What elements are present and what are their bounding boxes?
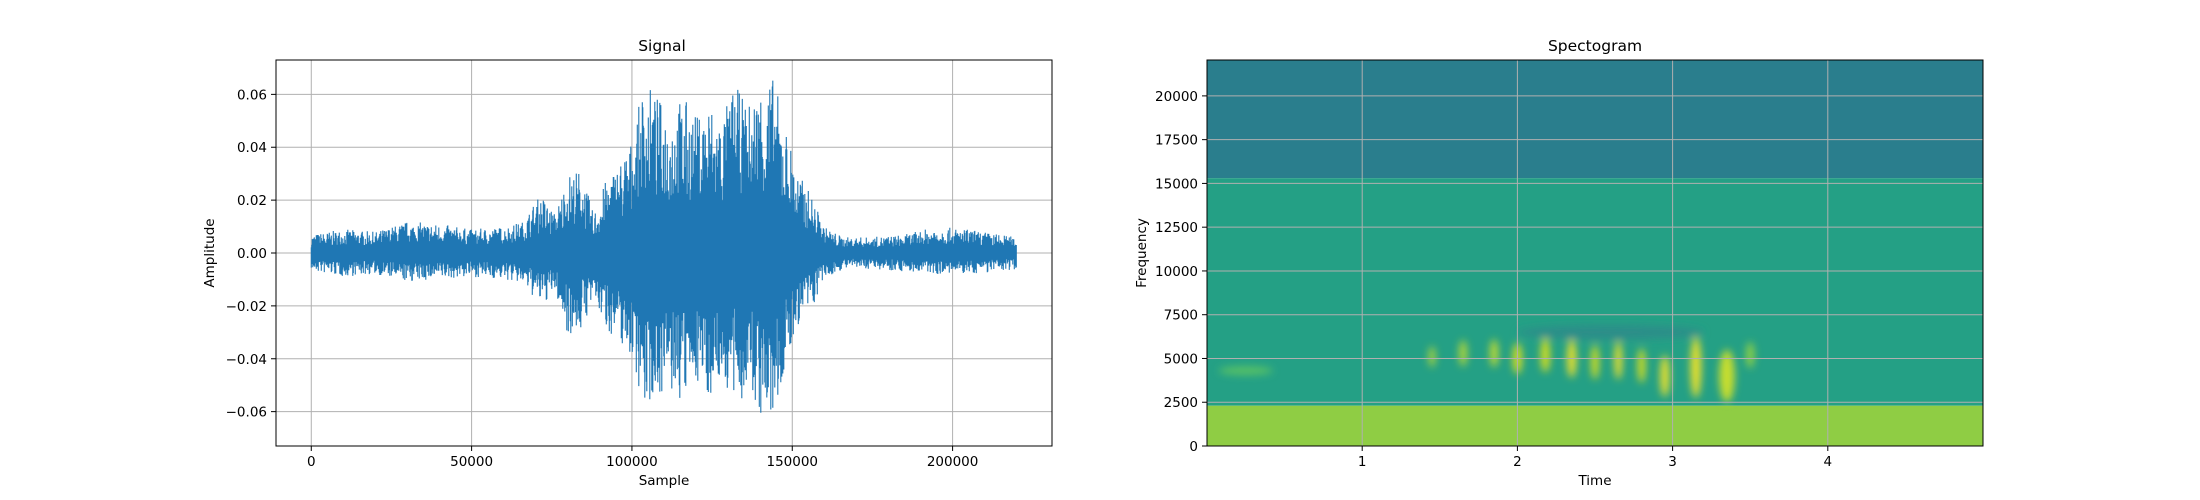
signal-title: Signal <box>638 37 686 55</box>
spectrogram-grid <box>1207 60 1983 446</box>
spectrogram-x-tick-label: 1 <box>1358 454 1367 470</box>
signal-x-tick-label: 200000 <box>927 454 979 470</box>
spectrogram-x-tick-label: 3 <box>1668 454 1677 470</box>
spectrogram-feature <box>1490 339 1498 368</box>
signal-y-ticks: −0.06 −0.04 −0.02 0.00 0.02 0.04 0.06 <box>226 87 276 421</box>
spectrogram-feature <box>1637 347 1646 383</box>
signal-y-tick-label: −0.02 <box>226 299 267 315</box>
spectrogram-y-tick-label: 20000 <box>1155 89 1198 105</box>
signal-y-tick-label: −0.04 <box>226 352 267 368</box>
spectrogram-feature <box>1591 344 1599 380</box>
signal-y-tick-label: −0.06 <box>226 405 267 421</box>
signal-plot-area <box>310 80 1017 413</box>
spectrogram-x-ticks: 1 2 3 4 <box>1358 446 1832 470</box>
spectrogram-feature <box>1459 340 1467 367</box>
spectrogram-y-tick-label: 10000 <box>1155 264 1198 280</box>
spectrogram-x-label: Time <box>1577 473 1611 489</box>
spectrogram-y-tick-label: 2500 <box>1164 395 1198 411</box>
spectrogram-feature <box>1614 340 1623 380</box>
spectrogram-feature <box>1746 341 1755 369</box>
spectrogram-x-tick-label: 4 <box>1824 454 1833 470</box>
signal-x-tick-label: 0 <box>307 454 316 470</box>
spectrogram-feature <box>1540 337 1550 373</box>
spectrogram-y-tick-label: 0 <box>1189 439 1198 455</box>
spectrogram-x-tick-label: 2 <box>1513 454 1522 470</box>
spectrogram-feature <box>1690 336 1702 398</box>
spectrogram-feature <box>1719 349 1735 403</box>
spectrogram-title: Spectogram <box>1548 37 1642 55</box>
spectrogram-bands <box>1207 60 1983 446</box>
signal-x-tick-label: 50000 <box>450 454 493 470</box>
signal-x-tick-label: 100000 <box>606 454 658 470</box>
signal-y-tick-label: 0.02 <box>237 193 267 209</box>
signal-y-label: Amplitude <box>202 218 218 287</box>
spectrogram-band <box>1207 60 1983 179</box>
signal-y-tick-label: 0.00 <box>237 246 267 262</box>
spectrogram-y-ticks: 0 2500 5000 7500 10000 12500 15000 17500 20000 <box>1155 89 1207 455</box>
signal-x-ticks: 0 50000 100000 150000 200000 <box>307 446 978 470</box>
spectrogram-y-tick-label: 15000 <box>1155 176 1198 192</box>
spectrogram-feature <box>1660 354 1670 397</box>
spectrogram-y-tick-label: 17500 <box>1155 133 1198 149</box>
signal-waveform <box>310 80 1017 413</box>
signal-chart: Signal 0 50000 100000 150000 200000 −0.06−0.… <box>202 37 1053 489</box>
signal-y-tick-label: 0.04 <box>237 140 267 156</box>
spectrogram-y-label: Frequency <box>1134 218 1150 288</box>
spectrogram-y-tick-label: 12500 <box>1155 220 1198 236</box>
spectrogram-feature <box>1428 346 1436 368</box>
signal-y-tick-label: 0.06 <box>237 87 267 103</box>
signal-x-tick-label: 150000 <box>766 454 818 470</box>
spectrogram-feature <box>1517 325 1704 340</box>
spectrogram-y-tick-label: 7500 <box>1164 308 1198 324</box>
spectrogram-band <box>1207 405 1983 446</box>
signal-x-label: Sample <box>639 473 690 489</box>
spectrogram-chart: Spectogram 1 2 3 4 0 2500 5000 7500 10000 12500 1… <box>1134 37 1984 489</box>
spectrogram-feature <box>1218 366 1273 376</box>
spectrogram-axes-frame <box>1206 59 1984 447</box>
spectrogram-y-tick-label: 5000 <box>1164 351 1198 367</box>
